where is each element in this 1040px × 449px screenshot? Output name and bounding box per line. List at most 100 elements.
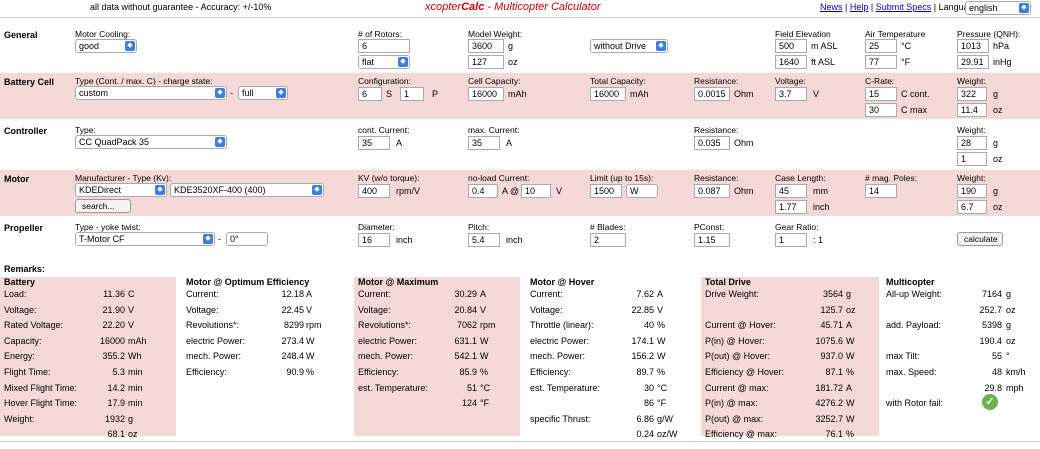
app-title: xcopterCalc - Multicopter Calculator xyxy=(425,1,601,13)
news-link[interactable]: News xyxy=(820,2,843,12)
noload-voltage-input[interactable]: 10 xyxy=(521,184,551,198)
help-link[interactable]: Help xyxy=(849,2,869,12)
pressure-hpa-input[interactable]: 1013 xyxy=(957,39,989,53)
gear-ratio-input[interactable]: 1 xyxy=(775,233,807,247)
prop-type-select[interactable]: T-Motor CF ◆ xyxy=(75,232,215,246)
parallel-unit: P xyxy=(432,89,439,99)
p_batt-row-value: 11.36 xyxy=(103,289,125,299)
controller-weight-label: Weight: xyxy=(957,125,986,135)
battery-resistance-input[interactable]: 0.0015 xyxy=(694,87,730,101)
search-button[interactable]: search... xyxy=(75,199,131,213)
limit-input[interactable]: 1500 xyxy=(590,184,622,198)
pressure-inhg-input[interactable]: 29.91 xyxy=(957,55,989,69)
diameter-input[interactable]: 16 xyxy=(358,233,390,247)
motor-weight-g-unit: g xyxy=(993,186,999,196)
p_opt-row-label: electric Power: xyxy=(186,335,246,346)
motor-weight-g-input[interactable]: 190 xyxy=(957,184,987,198)
rotors-input[interactable]: 6 xyxy=(358,39,410,53)
controller-weight-oz-input[interactable]: 1 xyxy=(957,152,987,166)
p_hov-row-value: 89.7 xyxy=(636,367,654,377)
p_tot-row-unit: W xyxy=(846,335,855,346)
row-label-motor: Motor xyxy=(4,174,29,184)
total-capacity-input[interactable]: 16000 xyxy=(590,87,626,101)
frame-select[interactable]: flat ◆ xyxy=(358,55,410,69)
p_multi-row-value: 252.7 xyxy=(979,304,1002,315)
prop-type-label: Type - yoke twist: xyxy=(75,222,141,232)
calculate-button[interactable]: calculate xyxy=(957,232,1003,246)
voltage-input[interactable]: 3.7 xyxy=(775,87,807,101)
p_multi-row-label: max. Speed: xyxy=(886,367,937,377)
p_batt-row-unit: mAh xyxy=(128,335,147,346)
chevron-updown-icon: ◆ xyxy=(215,88,225,98)
elevation-ft-input[interactable]: 1640 xyxy=(775,55,807,69)
c-max-input[interactable]: 30 xyxy=(865,103,897,117)
p_batt-row-unit: V xyxy=(128,304,135,315)
p_batt-row-value: 17.9 xyxy=(107,398,125,409)
p_batt-row-unit: min xyxy=(128,398,143,409)
chevron-updown-icon: ◆ xyxy=(398,57,408,67)
limit-unit-select[interactable]: W xyxy=(626,184,658,198)
elevation-m-input[interactable]: 500 xyxy=(775,39,807,53)
p_tot-row-unit: g xyxy=(846,289,852,299)
case-inch-input[interactable]: 1.77 xyxy=(775,200,807,214)
p_batt-row-label: Energy: xyxy=(4,351,36,362)
diameter-label: Diameter: xyxy=(358,222,395,232)
cont-current-input[interactable]: 35 xyxy=(358,136,390,150)
drive-select[interactable]: without Drive ◆ xyxy=(590,39,668,53)
blades-input[interactable]: 2 xyxy=(590,233,626,247)
parallel-input[interactable]: 1 xyxy=(400,87,424,101)
chevron-updown-icon: ◆ xyxy=(155,185,165,195)
battery-weight-g-unit: g xyxy=(993,89,999,99)
battery-weight-oz-input[interactable]: 11.4 xyxy=(957,103,987,117)
battery-resistance-label: Resistance: xyxy=(694,76,739,86)
noload-current-label: no-load Current: xyxy=(468,173,530,183)
p_multi-row-label: All-up Weight: xyxy=(886,289,942,299)
case-mm-input[interactable]: 45 xyxy=(775,184,807,198)
controller-type-select[interactable]: CC QuadPack 35 ◆ xyxy=(75,135,227,149)
battery-weight-oz-unit: oz xyxy=(993,105,1003,115)
battery-weight-g-input[interactable]: 322 xyxy=(957,87,987,101)
weight-g-input[interactable]: 3600 xyxy=(468,39,504,53)
pitch-input[interactable]: 5.4 xyxy=(468,233,500,247)
p_tot-row-value: 3564 xyxy=(822,289,843,299)
c-cont-input[interactable]: 15 xyxy=(865,87,897,101)
p_hov-row-value: 86 xyxy=(643,398,654,409)
kv-input[interactable]: 400 xyxy=(358,184,390,198)
weight-oz-input[interactable]: 127 xyxy=(468,55,504,69)
temp-c-input[interactable]: 25 xyxy=(865,39,897,53)
yoke-twist-select[interactable]: 0° xyxy=(226,232,268,246)
p_batt-row-label: Capacity: xyxy=(4,335,42,346)
manufacturer-select[interactable]: KDEDirect ◆ xyxy=(75,183,167,197)
noload-current-input[interactable]: 0.4 xyxy=(468,184,498,198)
pconst-input[interactable]: 1.15 xyxy=(694,233,730,247)
rotors-label: # of Rotors: xyxy=(358,29,402,39)
language-select[interactable]: english ◆ xyxy=(965,1,1031,15)
poles-input[interactable]: 14 xyxy=(865,184,897,198)
motor-model-select[interactable]: KDE3520XF-400 (400) ◆ xyxy=(170,183,324,197)
cell-capacity-input[interactable]: 16000 xyxy=(468,87,504,101)
battery-type-select[interactable]: custom ◆ xyxy=(75,86,227,100)
p_opt-row-label: mech. Power: xyxy=(186,351,242,362)
submit-specs-link[interactable]: Submit Specs xyxy=(875,2,932,12)
max-current-input[interactable]: 35 xyxy=(468,136,500,150)
p_tot-row-value: 87.1 xyxy=(825,367,843,377)
row-motor: Motor Manufacturer - Type (Kv): KDEDirec… xyxy=(0,170,1040,216)
charge-state-select[interactable]: full ◆ xyxy=(238,86,288,100)
remarks-heading: Remarks: xyxy=(4,264,46,274)
c-cont-unit: C cont. xyxy=(901,89,930,99)
motor-weight-oz-input[interactable]: 6.7 xyxy=(957,200,987,214)
p_max-row-value: 51 xyxy=(466,382,477,393)
series-input[interactable]: 6 xyxy=(358,87,382,101)
p_opt-row-value: 273.4 xyxy=(281,335,304,346)
p_multi-row-unit: mph xyxy=(1006,382,1024,393)
diameter-unit: inch xyxy=(396,235,413,245)
controller-resistance-input[interactable]: 0.035 xyxy=(694,136,730,150)
p_max-row-label: Voltage: xyxy=(358,304,391,315)
motor-cooling-select[interactable]: good ◆ xyxy=(75,39,137,53)
p_batt-row-label: Mixed Flight Time: xyxy=(4,382,78,393)
controller-weight-g-input[interactable]: 28 xyxy=(957,136,987,150)
motor-resistance-input[interactable]: 0.087 xyxy=(694,184,730,198)
row-label-controller: Controller xyxy=(4,126,48,136)
temp-f-input[interactable]: 77 xyxy=(865,55,897,69)
p_max-row-unit: rpm xyxy=(480,320,496,331)
